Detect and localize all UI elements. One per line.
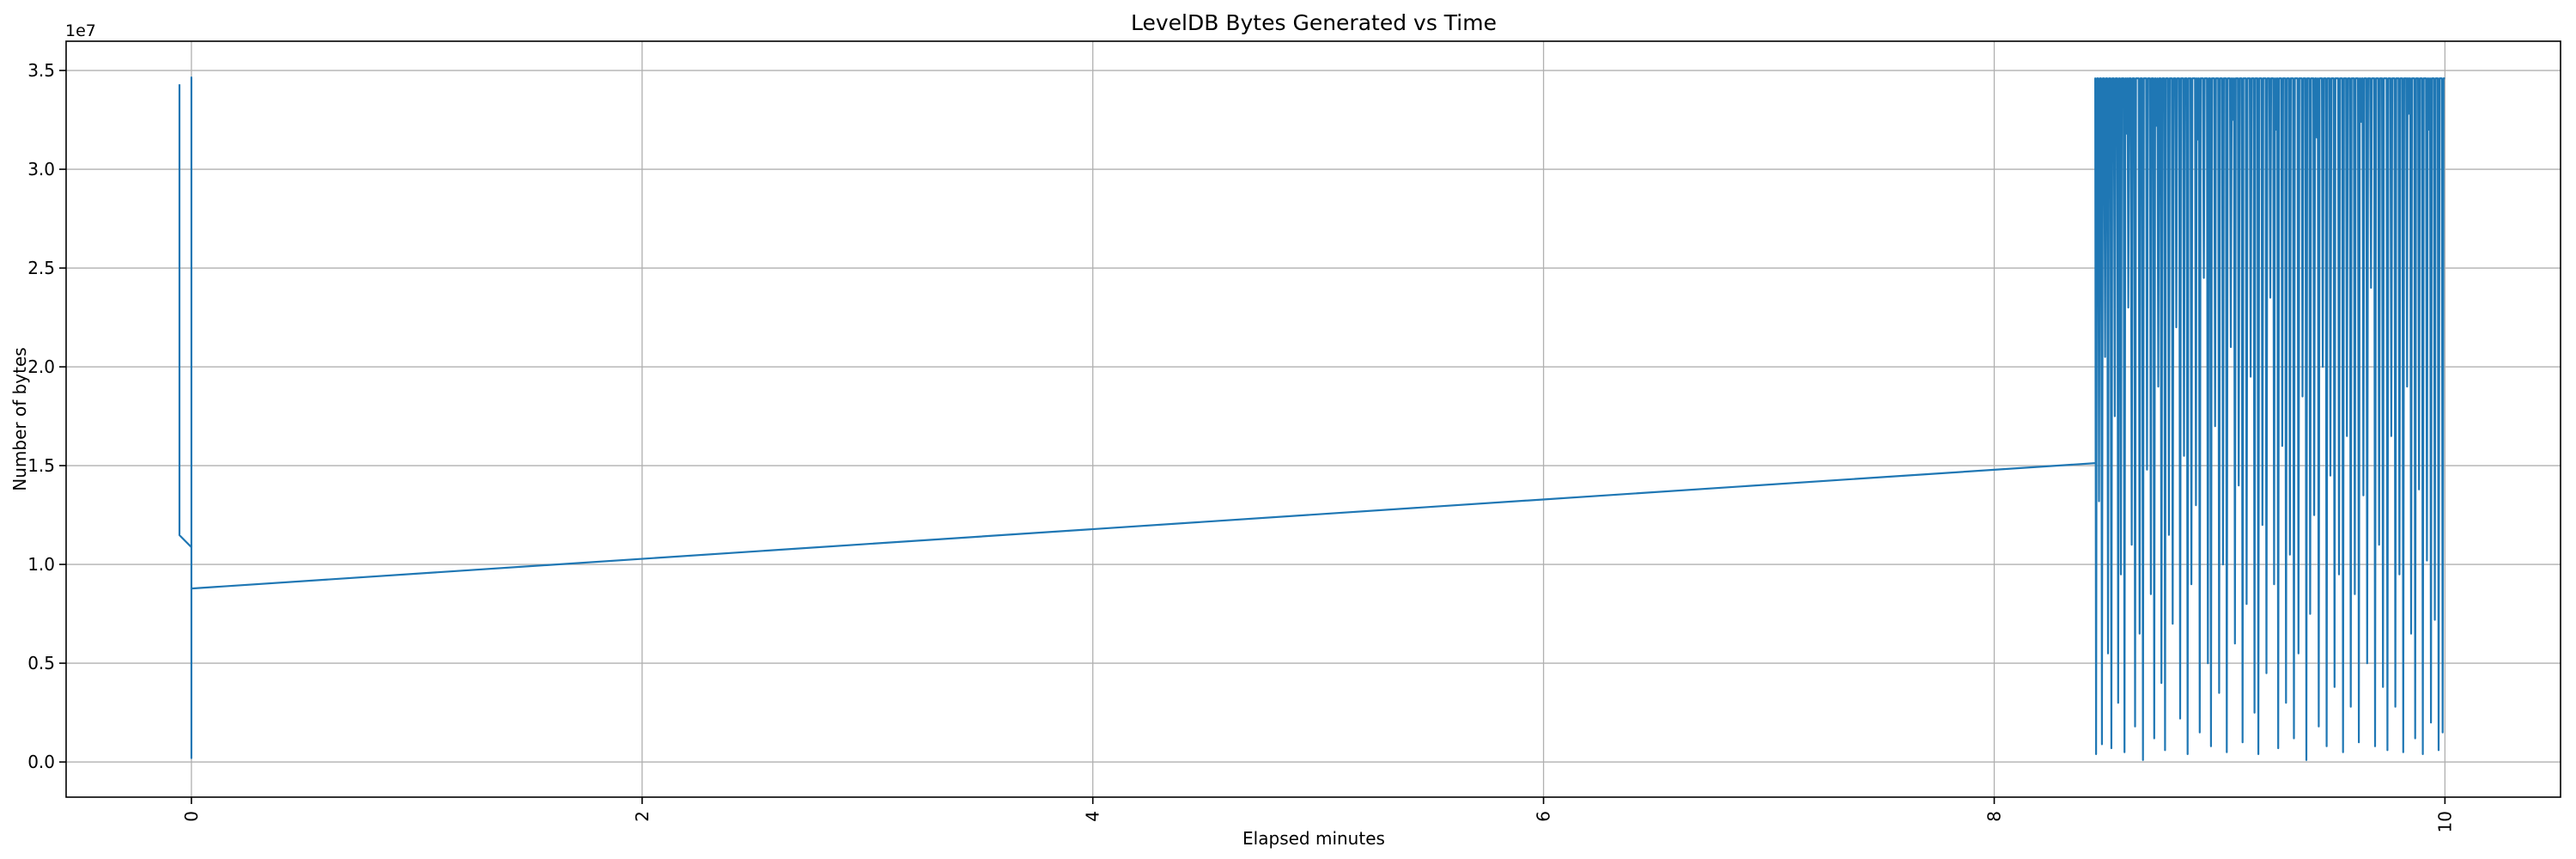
x-tick-label: 6 xyxy=(1534,811,1554,822)
tick-layer: 0 2 4 6 8 10 0.0 0.5 1.0 1.5 2.0 2.5 3.0 3.5 xyxy=(27,60,2455,832)
x-tick-label: 8 xyxy=(1984,811,2004,822)
plot-area-border xyxy=(65,40,2561,798)
y-axis-label: Number of bytes xyxy=(9,347,30,490)
grid-layer xyxy=(66,41,2561,797)
data-line-layer xyxy=(178,76,2445,761)
y-tick-label: 3.5 xyxy=(27,60,55,81)
y-tick-label: 3.0 xyxy=(27,159,55,180)
axes-spines xyxy=(65,40,2561,798)
chart-title: LevelDB Bytes Generated vs Time xyxy=(1131,10,1497,35)
data-line xyxy=(178,76,2445,761)
y-tick-label: 0.5 xyxy=(27,653,55,673)
y-tick-label: 1.0 xyxy=(27,554,55,575)
x-tick-label: 4 xyxy=(1083,811,1103,822)
y-tick-label: 2.5 xyxy=(27,258,55,278)
y-tick-label: 2.0 xyxy=(27,356,55,377)
y-tick-label: 1.5 xyxy=(27,455,55,476)
x-tick-label: 10 xyxy=(2434,811,2455,832)
x-axis-label: Elapsed minutes xyxy=(1242,828,1385,849)
y-offset-label: 1e7 xyxy=(65,21,96,40)
y-tick-label: 0.0 xyxy=(27,752,55,772)
x-tick-label: 2 xyxy=(632,811,653,822)
x-tick-label: 0 xyxy=(181,811,202,822)
